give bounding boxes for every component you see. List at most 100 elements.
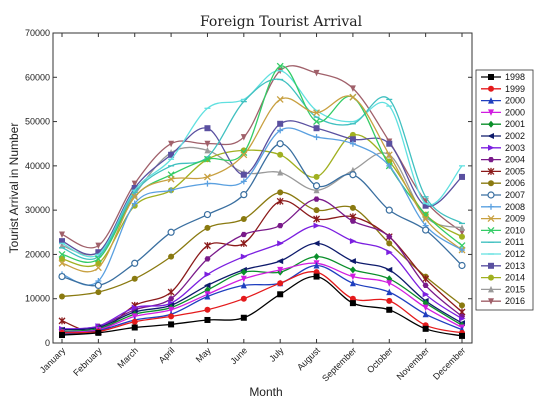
data-point bbox=[313, 109, 321, 117]
legend-label: 2009 bbox=[505, 214, 525, 224]
plot-area-frame bbox=[52, 32, 473, 344]
data-point bbox=[276, 95, 284, 103]
data-point bbox=[240, 295, 247, 302]
legend-item: 2000 bbox=[481, 96, 525, 106]
series-line-1998 bbox=[61, 275, 463, 337]
data-point bbox=[459, 247, 465, 253]
data-point bbox=[313, 173, 320, 180]
data-point bbox=[349, 204, 356, 211]
data-point bbox=[240, 191, 248, 199]
x-tick-label: January bbox=[38, 345, 68, 375]
data-point bbox=[277, 240, 284, 247]
data-point bbox=[276, 197, 284, 205]
series-line-2003 bbox=[61, 224, 463, 330]
legend-label: 2013 bbox=[505, 261, 525, 271]
data-point bbox=[240, 149, 248, 157]
data-point bbox=[131, 180, 138, 188]
data-point bbox=[59, 332, 65, 339]
data-point bbox=[386, 280, 393, 287]
data-point bbox=[131, 259, 139, 267]
data-point bbox=[386, 240, 393, 247]
y-axis: 0 10000 20000 30000 40000 50000 60000 70000 bbox=[25, 28, 472, 348]
legend-item: 2003 bbox=[481, 143, 525, 153]
data-point bbox=[131, 324, 138, 331]
legend-swatch-marker bbox=[488, 274, 494, 281]
legend-label: 1998 bbox=[505, 72, 525, 82]
legend-item: 2006 bbox=[481, 178, 525, 188]
data-point bbox=[422, 275, 430, 283]
legend-swatch-marker bbox=[487, 191, 495, 199]
legend-label: 2015 bbox=[505, 284, 525, 294]
data-point bbox=[58, 272, 66, 281]
series-2009 bbox=[58, 93, 466, 273]
data-point bbox=[131, 185, 138, 191]
data-point bbox=[240, 253, 248, 260]
x-tick-label: June bbox=[228, 345, 249, 366]
legend-label: 2014 bbox=[505, 273, 525, 283]
legend-item: 2008 bbox=[481, 202, 525, 212]
legend-label: 2004 bbox=[505, 155, 525, 165]
data-point bbox=[386, 162, 393, 169]
data-point bbox=[168, 321, 175, 328]
data-point bbox=[131, 304, 139, 311]
legend-item: 2004 bbox=[481, 155, 525, 165]
data-point bbox=[168, 151, 175, 158]
data-point bbox=[204, 293, 211, 300]
data-point bbox=[168, 187, 175, 194]
series-line-2008 bbox=[61, 127, 463, 286]
chart-title: Foreign Tourist Arrival bbox=[200, 14, 363, 30]
data-point bbox=[277, 280, 284, 287]
legend-swatch-marker bbox=[488, 109, 494, 116]
data-point bbox=[95, 329, 102, 336]
legend-swatch-marker bbox=[488, 285, 494, 293]
data-point bbox=[313, 253, 320, 261]
legend-label: 2000 bbox=[505, 96, 525, 106]
data-point bbox=[349, 218, 356, 224]
x-axis-title: Month bbox=[249, 385, 282, 399]
y-tick-label: 50000 bbox=[25, 117, 50, 127]
data-point bbox=[204, 316, 211, 323]
data-point bbox=[459, 224, 465, 231]
legend-swatch-marker bbox=[487, 215, 495, 223]
series-2015 bbox=[59, 146, 465, 256]
legend-label: 2005 bbox=[505, 166, 525, 176]
data-point bbox=[203, 242, 211, 250]
legend-item: 2012 bbox=[481, 249, 525, 259]
data-point bbox=[277, 189, 284, 196]
legend-label: 2011 bbox=[505, 237, 524, 247]
data-point bbox=[349, 85, 356, 92]
x-tick-label: March bbox=[115, 345, 140, 370]
data-point bbox=[168, 140, 175, 148]
data-point bbox=[459, 315, 466, 322]
series-1999 bbox=[59, 269, 465, 336]
data-point bbox=[94, 264, 102, 272]
data-point bbox=[58, 250, 66, 258]
data-point bbox=[204, 146, 211, 154]
legend-label: 2001 bbox=[505, 119, 525, 129]
data-point bbox=[385, 151, 393, 159]
legend-item: 2010 bbox=[481, 225, 525, 235]
data-point bbox=[313, 69, 320, 77]
data-point bbox=[349, 140, 356, 147]
data-point bbox=[458, 261, 466, 270]
data-point bbox=[459, 233, 465, 240]
data-point bbox=[459, 332, 465, 339]
data-point bbox=[386, 234, 393, 240]
data-point bbox=[168, 306, 175, 314]
data-point bbox=[204, 306, 211, 313]
data-point bbox=[313, 262, 320, 269]
x-tick-label: July bbox=[267, 345, 286, 364]
data-point bbox=[58, 317, 66, 325]
data-point bbox=[385, 266, 393, 273]
y-tick-label: 70000 bbox=[25, 28, 50, 38]
data-point bbox=[95, 289, 102, 296]
data-point bbox=[203, 155, 211, 163]
data-point bbox=[240, 216, 247, 222]
y-tick-label: 0 bbox=[45, 338, 50, 348]
series-1998 bbox=[59, 273, 465, 339]
data-point bbox=[168, 296, 175, 302]
data-point bbox=[59, 238, 65, 245]
series-layer bbox=[58, 62, 466, 339]
data-point bbox=[59, 293, 65, 300]
data-point bbox=[95, 249, 102, 256]
